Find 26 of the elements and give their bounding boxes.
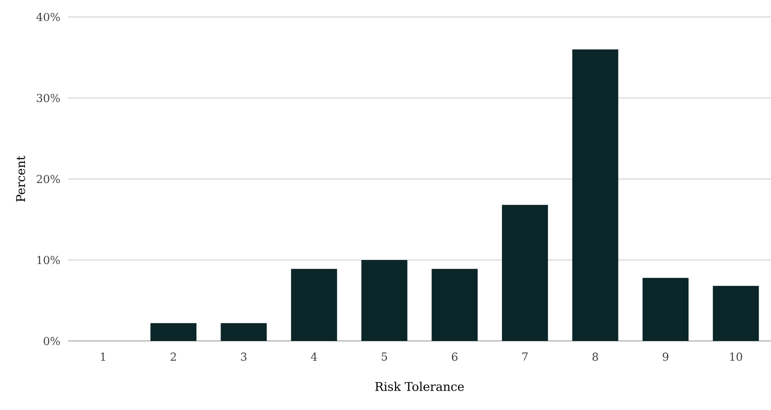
x-tick-label: 4 [310,352,317,361]
x-tick-label: 1 [101,352,106,361]
bar [150,323,196,341]
bar [642,278,689,341]
x-tick-label: 10 [730,352,742,361]
y-tick-label: 20% [36,174,60,184]
bar [712,286,759,341]
y-tick-label: 10% [37,256,60,264]
bar [220,323,267,341]
y-axis-title: Percent [16,156,26,202]
x-tick-label: 3 [241,352,246,361]
x-axis-title: Risk Tolerance [375,382,464,392]
x-tick-label: 8 [592,352,598,361]
bar [361,260,408,341]
y-tick-label: 30% [36,94,60,102]
x-tick-label: 6 [452,352,458,361]
bar [502,204,548,341]
x-tick-label: 9 [662,352,668,361]
bar [572,49,618,341]
x-tick-label: 5 [382,352,388,361]
bar [291,268,338,341]
bar [432,268,478,341]
x-tick-label: 7 [522,352,528,361]
y-tick-label: 0% [44,336,60,346]
y-tick-label: 40% [36,12,60,22]
x-tick-label: 2 [170,352,176,361]
